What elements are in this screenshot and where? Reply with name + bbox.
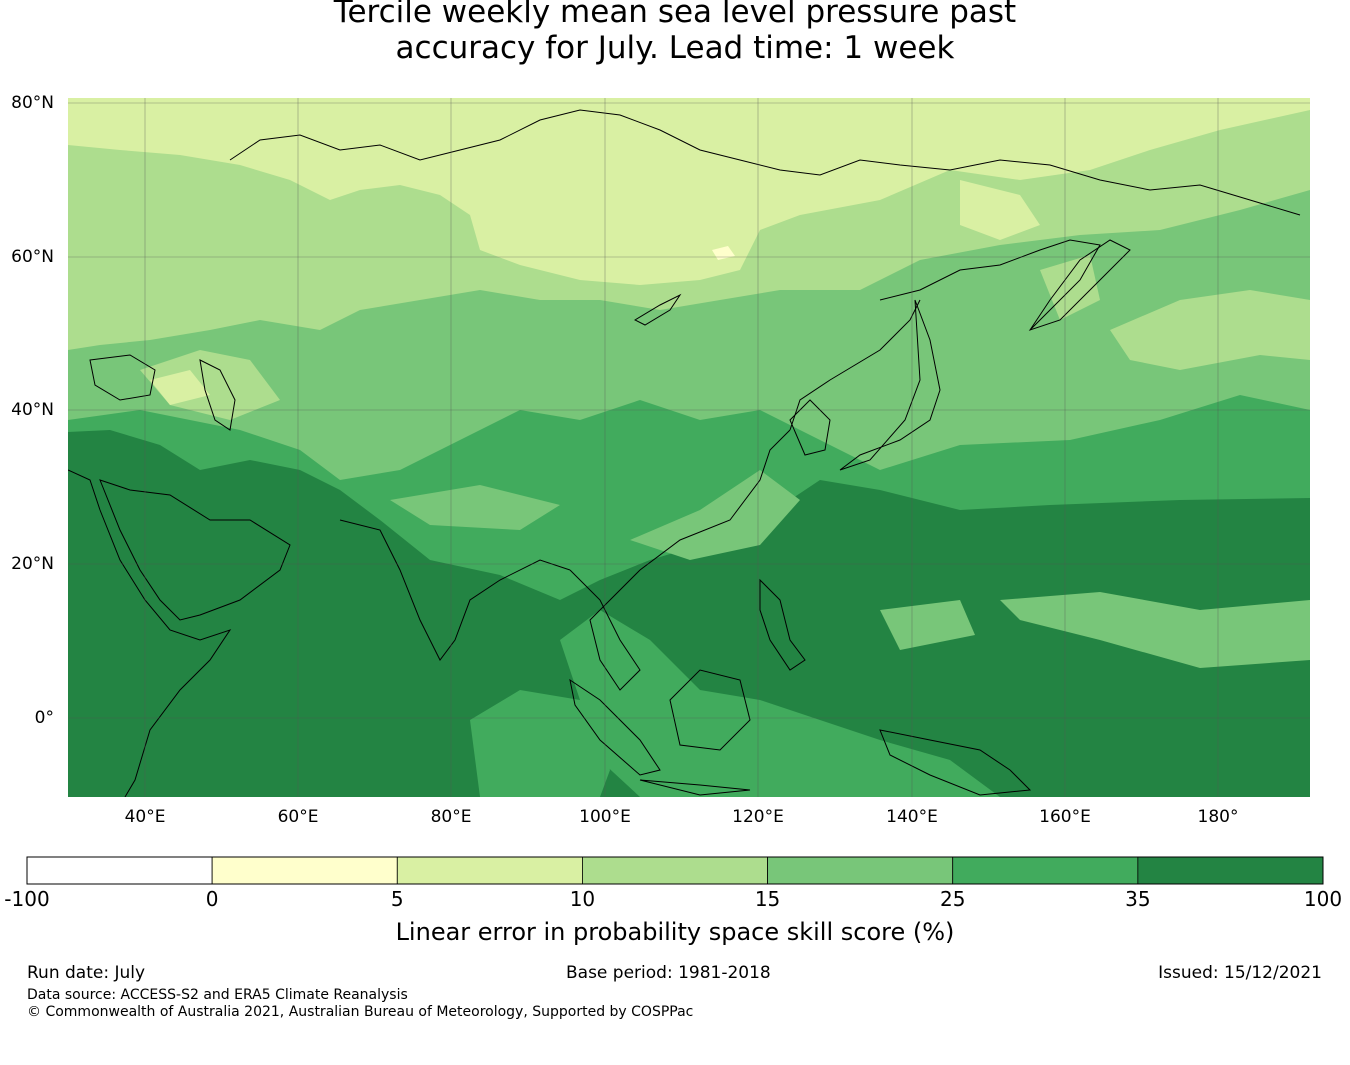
base-period: Base period: 1981-2018 <box>566 963 771 983</box>
colorbar-tick-label: 0 <box>205 887 219 911</box>
longitude-label: 140°E <box>886 807 938 827</box>
longitude-label: 160°E <box>1039 807 1091 827</box>
colorbar-bin <box>767 856 954 885</box>
colorbar-title: Linear error in probability space skill … <box>395 918 955 946</box>
coastline-java <box>639 779 751 796</box>
coastline-borneo <box>669 669 751 751</box>
colorbar-bin <box>396 856 583 885</box>
coastline-southeast-asia <box>569 429 791 691</box>
longitude-label: 180° <box>1197 807 1239 827</box>
longitude-label: 60°E <box>277 807 319 827</box>
coastline-china-east <box>789 299 921 431</box>
colorbar-tick-label: 5 <box>390 887 404 911</box>
coastline-arabia <box>99 479 291 621</box>
coastline-africa <box>68 469 232 797</box>
region-skill-5-10 <box>68 98 1310 405</box>
coastline-baikal <box>633 293 682 326</box>
coastline-philippines <box>759 578 806 671</box>
coastline-new-guinea <box>879 729 1032 796</box>
colorbar-bin <box>1137 856 1324 885</box>
colorbar-tick-label: 100 <box>1303 887 1343 911</box>
colorbar-tick-label: -100 <box>4 887 50 911</box>
run-date: Run date: July <box>27 963 146 983</box>
colorbar-tick-label: 25 <box>939 887 966 911</box>
colorbar-bin <box>211 856 398 885</box>
colorbar-frame <box>26 856 1324 885</box>
title-line-1: Tercile weekly mean sea level pressure p… <box>333 0 1017 30</box>
coastline-korea <box>789 399 831 456</box>
longitude-label: 100°E <box>579 807 631 827</box>
colorbar-bin <box>26 856 213 885</box>
region-skill-0-5 <box>712 246 735 260</box>
copyright: © Commonwealth of Australia 2021, Austra… <box>27 1004 694 1020</box>
colorbar-bin <box>582 856 768 885</box>
coastline-india <box>339 519 571 661</box>
coastline-caspian <box>199 359 236 431</box>
coastline-japan <box>839 299 941 471</box>
latitude-label: 80°N <box>11 93 54 113</box>
longitude-label: 80°E <box>430 807 472 827</box>
longitude-label: 120°E <box>732 807 784 827</box>
latitude-label: 60°N <box>11 247 54 267</box>
skill-score-field <box>68 98 1310 797</box>
chart-title: Tercile weekly mean sea level pressure p… <box>0 0 1350 66</box>
latitude-label: 20°N <box>11 554 54 574</box>
coastline-arctic <box>229 109 1301 216</box>
colorbar-tick-label: 35 <box>1125 887 1151 911</box>
title-line-2: accuracy for July. Lead time: 1 week <box>395 30 955 66</box>
coastline-kamchatka <box>1028 239 1131 331</box>
colorbar-tick-label: 15 <box>754 887 781 911</box>
issued-date: Issued: 15/12/2021 <box>1158 963 1322 983</box>
colorbar-bin <box>952 856 1139 885</box>
latitude-label: 40°N <box>11 400 54 420</box>
colorbar-tick-label: 10 <box>569 887 596 911</box>
latitude-label: 0° <box>34 708 54 728</box>
coastline-outlines <box>68 109 1301 797</box>
colorbar <box>26 856 1324 885</box>
map-gridlines <box>68 98 1310 797</box>
data-source: Data source: ACCESS-S2 and ERA5 Climate … <box>27 987 408 1003</box>
coastline-sumatra <box>569 678 661 776</box>
longitude-label: 40°E <box>124 807 166 827</box>
coastline-black-sea <box>89 354 156 401</box>
